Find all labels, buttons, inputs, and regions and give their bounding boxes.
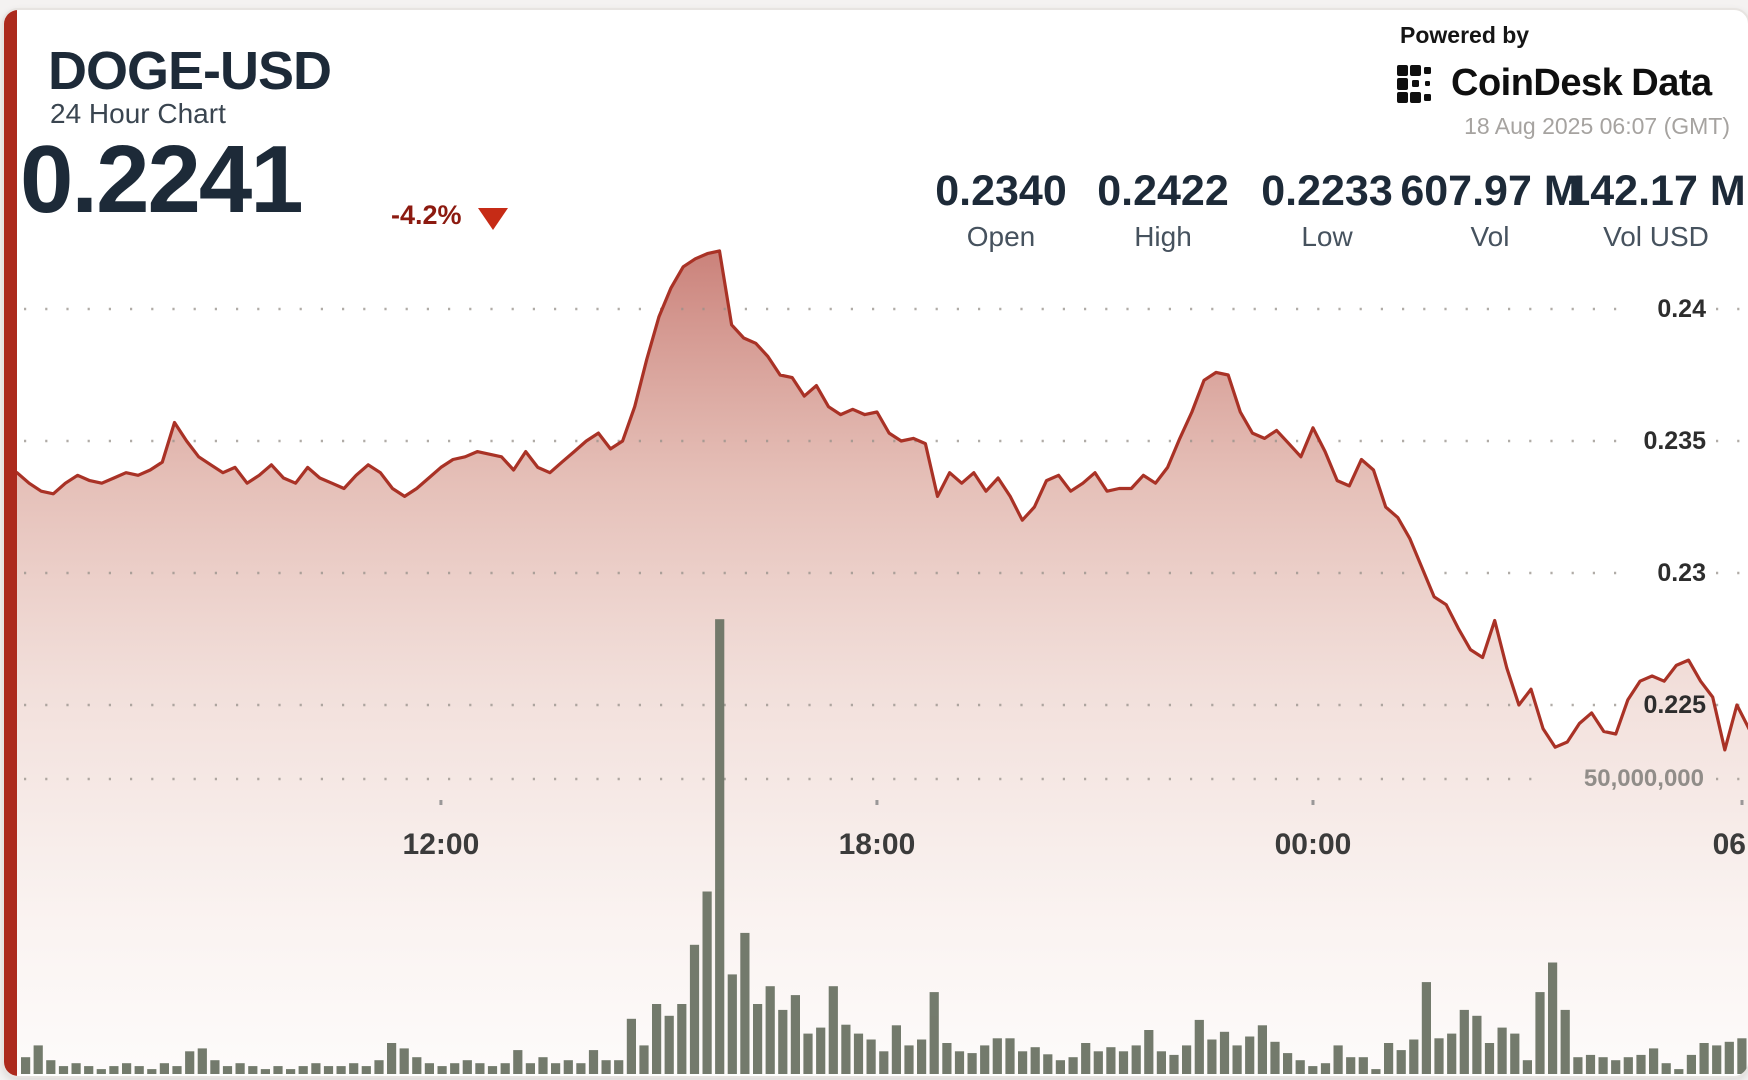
stat-volume-usd-value: 142.17 M [1566,167,1746,215]
stat-open-label: Open [966,221,1036,252]
stat-high-value: 0.2422 [1097,167,1229,215]
chart-timestamp: 18 Aug 2025 06:07 (GMT) [1464,113,1730,139]
left-accent-bar [4,10,17,1076]
stat-open: 0.2340 Open [935,168,1067,252]
price-volume-chart-canvas[interactable] [4,10,1748,1074]
last-price: 0.2241 [20,126,304,233]
price-change-percent: -4.2% [391,200,462,230]
stat-volume-usd-label: Vol USD [1603,221,1709,252]
stat-volume-value: 607.97 M [1400,167,1580,215]
stat-high-label: High [1134,221,1192,252]
stat-open-value: 0.2340 [935,167,1067,215]
stat-volume-usd: 142.17 M Vol USD [1566,168,1745,252]
stat-low-value: 0.2233 [1261,167,1393,215]
coindesk-logo-icon [1397,64,1431,103]
chart-card: DOGE-USD 24 Hour Chart 0.2241 -4.2% Powe… [2,8,1748,1078]
chart-range-subtitle: 24 Hour Chart [50,98,226,129]
stat-volume-label: Vol [1470,221,1510,252]
stat-low: 0.2233 Low [1261,168,1393,252]
symbol-title: DOGE-USD [48,41,332,101]
coindesk-logo-text: CoinDesk Data [1451,62,1712,104]
price-down-arrow-icon [478,208,508,230]
stat-high: 0.2422 High [1097,168,1229,252]
coindesk-data-logo[interactable]: CoinDesk Data [1397,62,1712,105]
stat-low-label: Low [1301,221,1353,252]
powered-by-label: Powered by [1400,22,1530,48]
stat-volume: 607.97 M Vol [1400,168,1579,252]
